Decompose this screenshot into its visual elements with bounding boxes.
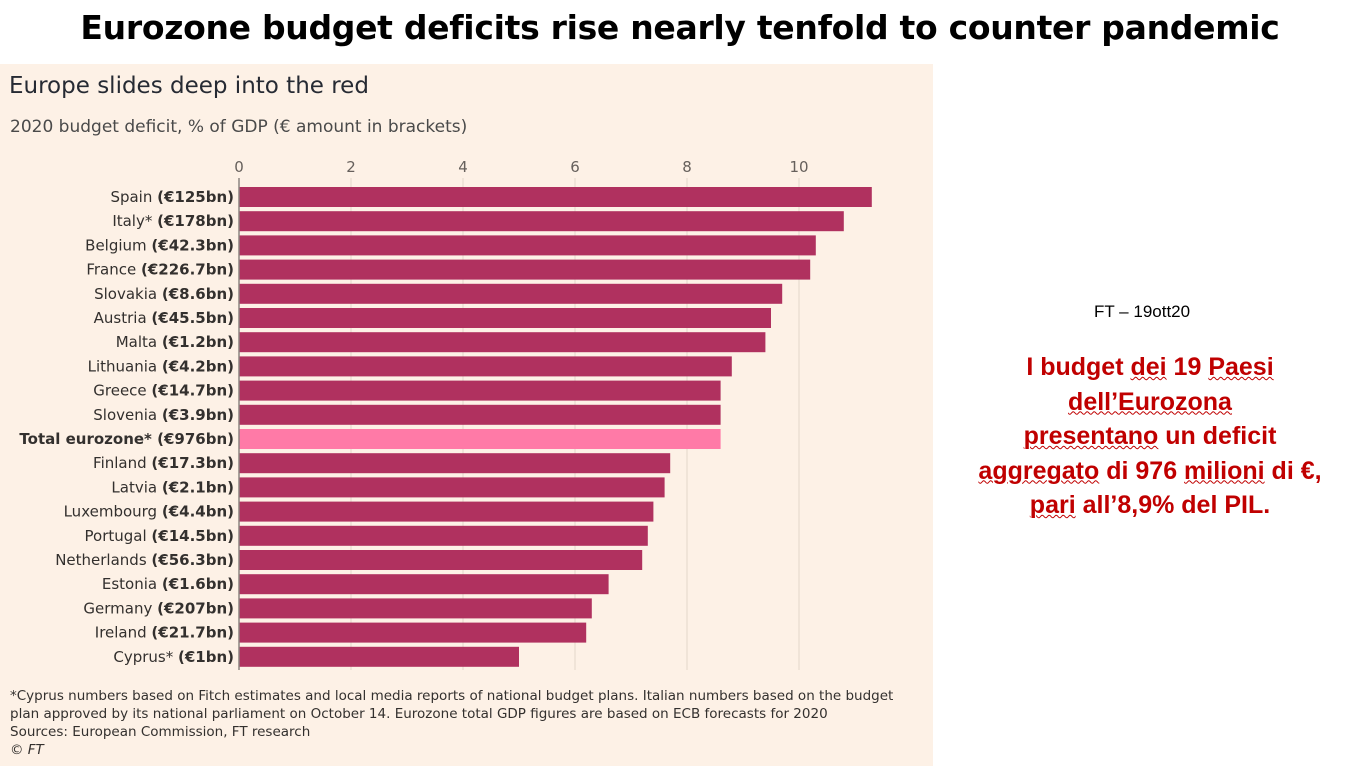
- category-label: Slovenia (€3.9bn): [93, 406, 234, 424]
- note-line: aggregato di 976 milioni di €,: [978, 456, 1322, 485]
- category-label: Slovakia (€8.6bn): [94, 285, 234, 303]
- chart-footnote: *Cyprus numbers based on Fitch estimates…: [10, 688, 894, 704]
- category-label: Latvia (€2.1bn): [111, 478, 234, 496]
- category-label: Belgium (€42.3bn): [85, 236, 234, 254]
- bar: [239, 235, 816, 256]
- bar: [239, 404, 721, 425]
- category-label: Greece (€14.7bn): [93, 382, 234, 400]
- category-label: Ireland (€21.7bn): [95, 624, 234, 642]
- category-label: Luxembourg (€4.4bn): [64, 503, 234, 521]
- chart-sources: Sources: European Commission, FT researc…: [10, 724, 311, 740]
- category-label: Germany (€207bn): [83, 599, 234, 617]
- bar: [239, 525, 648, 546]
- category-label: Portugal (€14.5bn): [85, 527, 234, 545]
- bar: [239, 453, 671, 474]
- x-tick-label: 0: [234, 158, 244, 176]
- bar-chart: 0 2 4 6 8 10 Spain (€125bn) Italy* (€178bn) Belg…: [19, 158, 872, 670]
- bar: [239, 646, 519, 667]
- slide-title: Eurozone budget deficits rise nearly ten…: [80, 8, 1280, 47]
- bar: [239, 622, 587, 643]
- chart-footnote: plan approved by its national parliament…: [10, 706, 828, 722]
- bar: [239, 211, 844, 232]
- chart-panel: Europe slides deep into the red 2020 bud…: [0, 64, 933, 766]
- category-label: Spain (€125bn): [110, 188, 234, 206]
- bar: [239, 187, 872, 207]
- bar: [239, 356, 732, 377]
- x-tick-label: 10: [789, 158, 808, 176]
- category-label: Lithuania (€4.2bn): [88, 357, 234, 375]
- x-tick-label: 2: [346, 158, 356, 176]
- x-tick-label: 6: [570, 158, 580, 176]
- x-tick-label: 4: [458, 158, 468, 176]
- bar: [239, 598, 592, 619]
- bar: [239, 550, 643, 570]
- bar: [239, 501, 654, 522]
- note-line: pari all’8,9% del PIL.: [1029, 491, 1271, 519]
- bar: [239, 574, 609, 595]
- bar: [239, 259, 811, 280]
- source-label: FT – 19ott20: [1094, 302, 1191, 321]
- chart-title: Europe slides deep into the red: [9, 73, 369, 99]
- note-text: I budget dei 19 Paesi dell’Eurozona pres…: [944, 350, 1356, 523]
- bar: [239, 283, 783, 304]
- category-label: Cyprus* (€1bn): [113, 648, 234, 666]
- category-label: Netherlands (€56.3bn): [55, 551, 234, 569]
- category-label: Total eurozone* (€976bn): [19, 430, 234, 448]
- bar-total-eurozone: [239, 429, 721, 449]
- category-label: Estonia (€1.6bn): [102, 575, 234, 593]
- note-line: presentano un deficit: [1023, 422, 1277, 450]
- category-label: Malta (€1.2bn): [116, 333, 234, 351]
- note-line: dell’Eurozona: [1068, 387, 1232, 416]
- bar: [239, 380, 721, 401]
- bar: [239, 477, 665, 498]
- chart-copyright: © FT: [10, 742, 44, 758]
- category-label: Finland (€17.3bn): [93, 454, 234, 472]
- bar: [239, 308, 771, 328]
- chart-subtitle: 2020 budget deficit, % of GDP (€ amount …: [10, 117, 468, 137]
- bar: [239, 332, 766, 353]
- category-label: Austria (€45.5bn): [94, 309, 234, 327]
- note-line: I budget dei 19 Paesi: [1026, 353, 1274, 381]
- category-label: France (€226.7bn): [86, 261, 234, 279]
- x-tick-label: 8: [682, 158, 692, 176]
- category-label: Italy* (€178bn): [112, 212, 234, 230]
